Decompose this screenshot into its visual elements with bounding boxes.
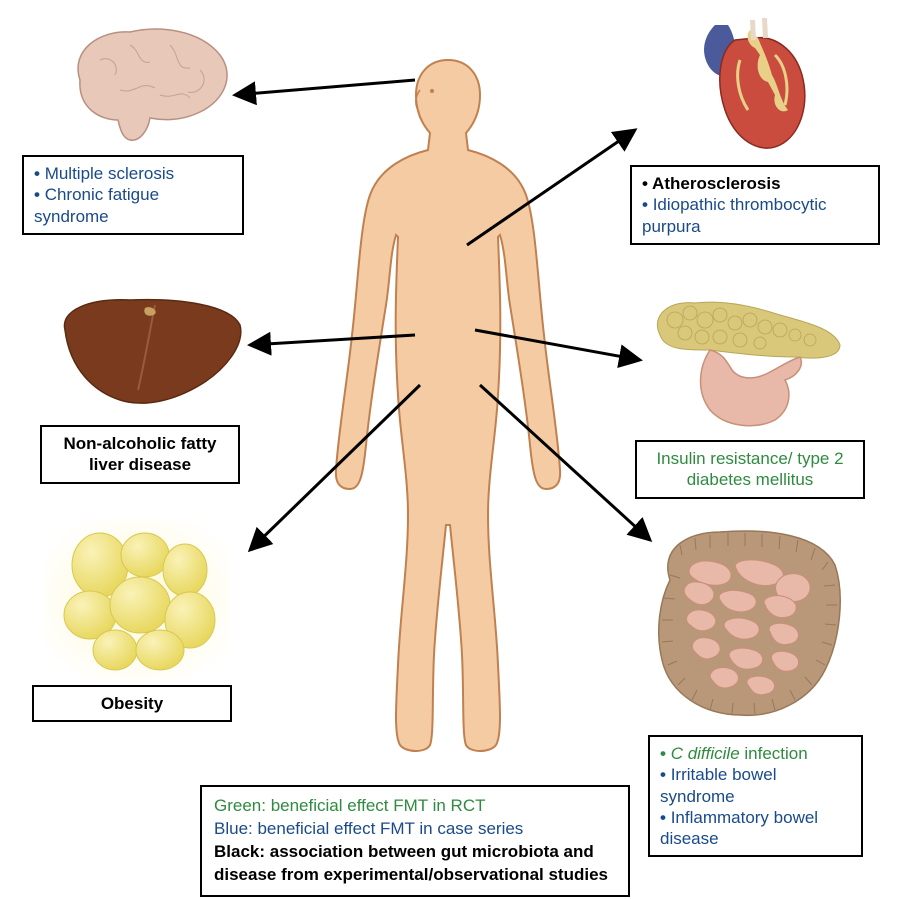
disease-item: Atherosclerosis bbox=[642, 173, 868, 194]
obesity-box: Obesity bbox=[32, 685, 232, 722]
legend-line: Blue: beneficial effect FMT in case seri… bbox=[214, 818, 616, 841]
disease-item: Irritable bowel syndrome bbox=[660, 764, 851, 807]
legend-box: Green: beneficial effect FMT in RCTBlue:… bbox=[200, 785, 630, 897]
liver-disease-box: Non-alcoholic fatty liver disease bbox=[40, 425, 240, 484]
legend-line: Green: beneficial effect FMT in RCT bbox=[214, 795, 616, 818]
intestines-diseases-box: C difficile infectionIrritable bowel syn… bbox=[648, 735, 863, 857]
disease-item: Multiple sclerosis bbox=[34, 163, 232, 184]
disease-item: Idiopathic thrombocytic purpura bbox=[642, 194, 868, 237]
disease-item: C difficile infection bbox=[660, 743, 851, 764]
pancreas-disease-box: Insulin resistance/ type 2 diabetes mell… bbox=[635, 440, 865, 499]
disease-item: Inflammatory bowel disease bbox=[660, 807, 851, 850]
legend-line: Black: association between gut microbiot… bbox=[214, 841, 616, 887]
obesity-text: Obesity bbox=[101, 694, 163, 713]
disease-item: Chronic fatigue syndrome bbox=[34, 184, 232, 227]
liver-text: Non-alcoholic fatty liver disease bbox=[63, 434, 216, 474]
brain-diseases-box: Multiple sclerosisChronic fatigue syndro… bbox=[22, 155, 244, 235]
heart-diseases-box: AtherosclerosisIdiopathic thrombocytic p… bbox=[630, 165, 880, 245]
pancreas-text: Insulin resistance/ type 2 diabetes mell… bbox=[656, 449, 843, 489]
